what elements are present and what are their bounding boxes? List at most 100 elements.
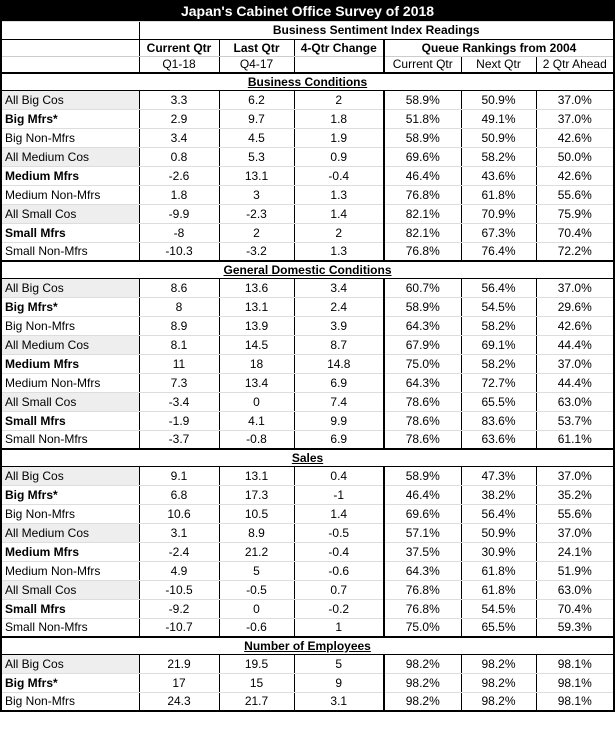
value-cell: -0.6 (218, 618, 294, 638)
value-cell: 0.9 (293, 147, 384, 167)
value-cell: 13.1 (218, 297, 294, 317)
value-cell: -10.5 (138, 580, 219, 600)
value-cell: 8.9 (138, 316, 219, 336)
column-header: Last Qtr (218, 39, 294, 57)
value-cell: 70.9% (460, 204, 536, 224)
value-cell: 2 (218, 223, 294, 243)
value-cell: 83.6% (460, 411, 536, 431)
value-cell: 17 (138, 673, 219, 693)
subheader-row: Q1-18 Q4-17 Current Qtr Next Qtr 2 Qtr Ahead (0, 56, 615, 74)
value-cell: 82.1% (383, 204, 461, 224)
value-cell: 42.6% (535, 316, 615, 336)
value-cell: 76.4% (460, 242, 536, 262)
section-title: Sales (1, 449, 615, 467)
value-cell: 4.5 (218, 128, 294, 148)
value-cell: 21.2 (218, 542, 294, 562)
value-cell: 64.3% (383, 316, 461, 336)
value-cell: 9 (293, 673, 384, 693)
title: Japan's Cabinet Office Survey of 2018 (0, 1, 615, 22)
row-label: All Small Cos (0, 392, 139, 412)
value-cell: 14.8 (293, 354, 384, 374)
value-cell: 65.5% (460, 618, 536, 638)
row-label: Medium Non-Mfrs (0, 561, 139, 581)
value-cell: 30.9% (460, 542, 536, 562)
section: Business Conditions All Big Cos 3.3 6.2 2 58.… (0, 73, 615, 262)
row-label: Medium Mfrs (0, 354, 139, 374)
value-cell: 13.4 (218, 373, 294, 393)
value-cell: 35.2% (535, 485, 615, 505)
row-label: All Medium Cos (0, 523, 139, 543)
value-cell: 37.0% (535, 278, 615, 298)
data-row: All Small Cos -9.9 -2.3 1.4 82.1% 70.9% 75.9% (0, 204, 615, 224)
queue-column-header: Next Qtr (460, 56, 536, 74)
header-spacer (293, 56, 384, 74)
value-cell: 6.8 (138, 485, 219, 505)
value-cell: 98.2% (460, 673, 536, 693)
value-cell: 65.5% (460, 392, 536, 412)
queue-column-header: Current Qtr (383, 56, 461, 74)
value-cell: 1.9 (293, 128, 384, 148)
value-cell: 5 (218, 561, 294, 581)
value-cell: 37.0% (535, 109, 615, 129)
table-header: Japan's Cabinet Office Survey of 2018 Bus… (0, 1, 615, 74)
value-cell: 3.1 (293, 692, 384, 712)
data-row: Big Mfrs* 2.9 9.7 1.8 51.8% 49.1% 37.0% (0, 109, 615, 129)
value-cell: 42.6% (535, 166, 615, 186)
value-cell: 29.6% (535, 297, 615, 317)
value-cell: 14.5 (218, 335, 294, 355)
value-cell: 76.8% (383, 242, 461, 262)
header-row: Current Qtr Last Qtr 4-Qtr Change Queue Ran… (0, 39, 615, 57)
value-cell: 21.7 (218, 692, 294, 712)
value-cell: 58.9% (383, 90, 461, 110)
value-cell: 58.9% (383, 128, 461, 148)
data-row: All Big Cos 21.9 19.5 5 98.2% 98.2% 98.1% (0, 654, 615, 674)
data-row: All Medium Cos 0.8 5.3 0.9 69.6% 58.2% 50.0% (0, 147, 615, 167)
value-cell: -0.6 (293, 561, 384, 581)
value-cell: 2 (293, 90, 384, 110)
row-label: Medium Mfrs (0, 166, 139, 186)
value-cell: -1.9 (138, 411, 219, 431)
value-cell: 75.9% (535, 204, 615, 224)
value-cell: -8 (138, 223, 219, 243)
value-cell: 58.2% (460, 354, 536, 374)
subtitle-spacer (0, 21, 139, 40)
value-cell: 18 (218, 354, 294, 374)
value-cell: 44.4% (535, 335, 615, 355)
data-row: Small Mfrs -1.9 4.1 9.9 78.6% 83.6% 53.7% (0, 411, 615, 431)
value-cell: 9.1 (138, 466, 219, 486)
value-cell: -0.5 (293, 523, 384, 543)
value-cell: 76.8% (383, 580, 461, 600)
value-cell: 6.9 (293, 430, 384, 450)
data-row: Big Non-Mfrs 3.4 4.5 1.9 58.9% 50.9% 42.6% (0, 128, 615, 148)
row-label: All Medium Cos (0, 147, 139, 167)
value-cell: 37.0% (535, 90, 615, 110)
value-cell: 37.0% (535, 523, 615, 543)
value-cell: 58.2% (460, 147, 536, 167)
value-cell: 10.5 (218, 504, 294, 524)
data-row: Big Mfrs* 17 15 9 98.2% 98.2% 98.1% (0, 673, 615, 693)
value-cell: 2 (293, 223, 384, 243)
data-row: Medium Non-Mfrs 4.9 5 -0.6 64.3% 61.8% 51.9% (0, 561, 615, 581)
value-cell: 50.9% (460, 90, 536, 110)
value-cell: 37.5% (383, 542, 461, 562)
value-cell: 64.3% (383, 373, 461, 393)
row-label: Small Non-Mfrs (0, 618, 139, 638)
data-row: Small Non-Mfrs -10.7 -0.6 1 75.0% 65.5% 59.3% (0, 618, 615, 638)
row-label: All Big Cos (0, 466, 139, 486)
value-cell: -3.2 (218, 242, 294, 262)
data-row: Medium Non-Mfrs 1.8 3 1.3 76.8% 61.8% 55.6% (0, 185, 615, 205)
value-cell: 64.3% (383, 561, 461, 581)
value-cell: 0.7 (293, 580, 384, 600)
value-cell: 17.3 (218, 485, 294, 505)
value-cell: 15 (218, 673, 294, 693)
value-cell: 2.9 (138, 109, 219, 129)
value-cell: 98.1% (535, 654, 615, 674)
section: General Domestic Conditions All Big Cos 8.… (0, 261, 615, 450)
value-cell: 38.2% (460, 485, 536, 505)
row-label: Small Mfrs (0, 411, 139, 431)
value-cell: 61.1% (535, 430, 615, 450)
value-cell: 21.9 (138, 654, 219, 674)
value-cell: 0 (218, 599, 294, 619)
row-label: Medium Mfrs (0, 542, 139, 562)
